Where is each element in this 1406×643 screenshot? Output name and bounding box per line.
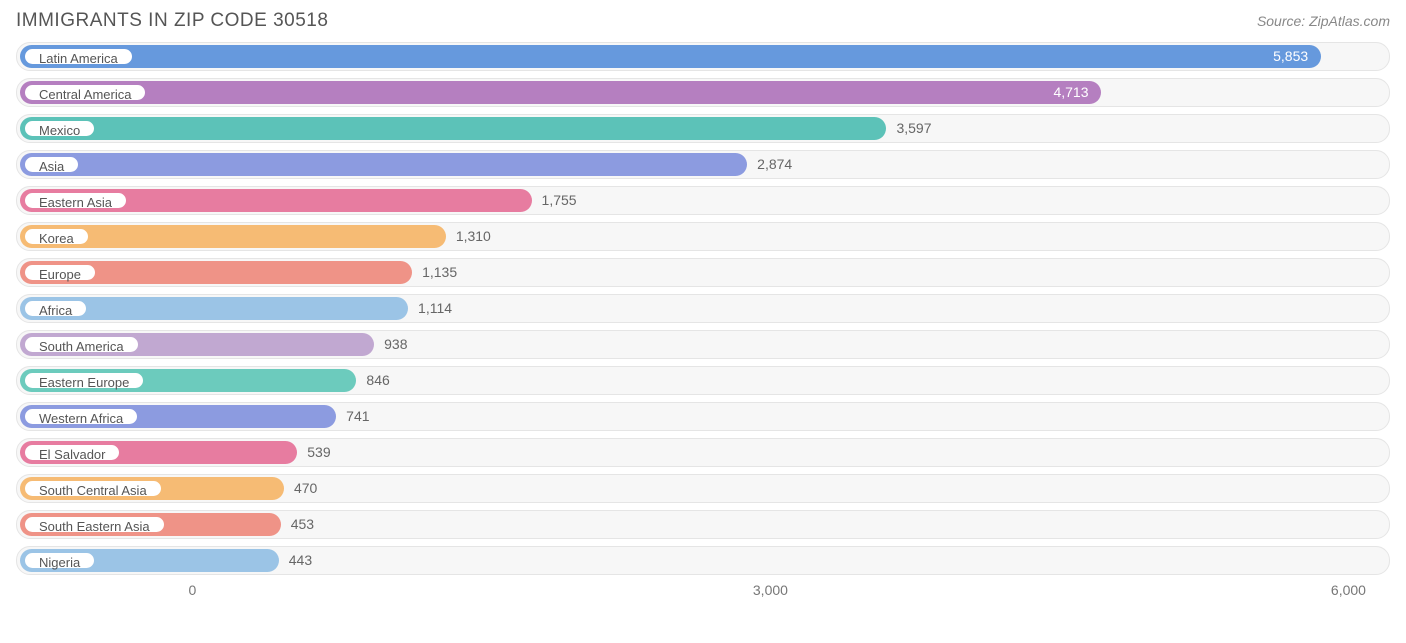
bar-value: 453: [291, 511, 314, 540]
bar-value: 4,713: [1053, 79, 1088, 108]
bar-row: Korea 1,310: [16, 222, 1390, 251]
bar-row: Mexico 3,597: [16, 114, 1390, 143]
bar-value: 2,874: [757, 151, 792, 180]
bar-row: Africa 1,114: [16, 294, 1390, 323]
bar-label-pill: Asia: [23, 155, 80, 174]
bar-label-pill: Nigeria: [23, 551, 96, 570]
bar-value: 1,755: [542, 187, 577, 216]
bar-label-pill: Korea: [23, 227, 90, 246]
bar-label-pill: South America: [23, 335, 140, 354]
bar-label-pill: Africa: [23, 299, 88, 318]
bar-value: 1,310: [456, 223, 491, 252]
bar-row: Latin America 5,853: [16, 42, 1390, 71]
bar-label-pill: South Central Asia: [23, 479, 163, 498]
bar-label-pill: Mexico: [23, 119, 96, 138]
bar-chart: Latin America 5,853 Central America 4,713 Me…: [16, 42, 1390, 575]
bar-row: Eastern Asia 1,755: [16, 186, 1390, 215]
bar-row: Nigeria 443: [16, 546, 1390, 575]
bar-value: 5,853: [1273, 43, 1308, 72]
bar-fill: [20, 117, 886, 140]
bar-value: 938: [384, 331, 407, 360]
bar-value: 443: [289, 547, 312, 576]
bar-row: Eastern Europe 846: [16, 366, 1390, 395]
bar-fill: [20, 81, 1101, 104]
bar-row: Central America 4,713: [16, 78, 1390, 107]
bar-fill: [20, 45, 1321, 68]
axis-tick: 3,000: [753, 582, 788, 598]
bar-fill: [20, 153, 747, 176]
bar-label-pill: Eastern Asia: [23, 191, 128, 210]
bar-value: 470: [294, 475, 317, 504]
axis-tick: 6,000: [1331, 582, 1366, 598]
bar-label-pill: Eastern Europe: [23, 371, 145, 390]
bar-row: South Eastern Asia 453: [16, 510, 1390, 539]
x-axis: 0 3,000 6,000: [16, 582, 1390, 606]
bar-value: 741: [346, 403, 369, 432]
bar-row: Asia 2,874: [16, 150, 1390, 179]
bar-value: 1,114: [418, 295, 452, 324]
chart-source: Source: ZipAtlas.com: [1257, 13, 1390, 29]
bar-row: South America 938: [16, 330, 1390, 359]
bar-label-pill: South Eastern Asia: [23, 515, 166, 534]
bar-row: El Salvador 539: [16, 438, 1390, 467]
bar-value: 1,135: [422, 259, 457, 288]
bar-label-pill: Europe: [23, 263, 97, 282]
bar-label-pill: El Salvador: [23, 443, 121, 462]
axis-tick: 0: [189, 582, 197, 598]
bar-row: Europe 1,135: [16, 258, 1390, 287]
bar-row: South Central Asia 470: [16, 474, 1390, 503]
bar-label-pill: Central America: [23, 83, 147, 102]
bar-label-pill: Latin America: [23, 47, 134, 66]
bar-label-pill: Western Africa: [23, 407, 139, 426]
bar-value: 539: [307, 439, 330, 468]
bar-value: 3,597: [896, 115, 931, 144]
chart-header: IMMIGRANTS IN ZIP CODE 30518 Source: Zip…: [16, 10, 1390, 32]
chart-title: IMMIGRANTS IN ZIP CODE 30518: [16, 10, 328, 32]
bar-value: 846: [366, 367, 389, 396]
bar-row: Western Africa 741: [16, 402, 1390, 431]
